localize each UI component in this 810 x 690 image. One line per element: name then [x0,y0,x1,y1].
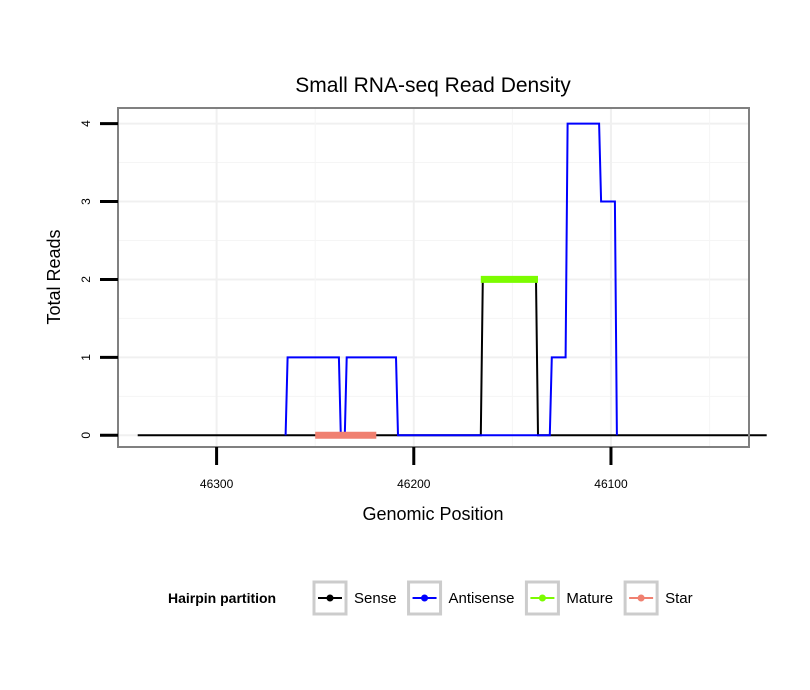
grid [118,108,749,447]
plot-border [117,107,750,448]
legend-label: Mature [566,590,613,607]
legend-label: Star [665,590,693,607]
y-tick-label: 4 [79,120,93,127]
x-tick-label: 46100 [594,477,628,491]
y-tick-label: 1 [79,354,93,361]
legend-item-antisense: Antisense [407,580,515,616]
legend-label: Antisense [449,590,515,607]
legend-item-mature: Mature [524,580,613,616]
legend-item-sense: Sense [312,580,397,616]
legend-key-dot [421,594,429,602]
x-tick-label: 46200 [397,477,431,491]
legend-key-dot [538,594,546,602]
x-tick-label: 46300 [200,477,234,491]
x-axis: 46300 46200 46100 [200,447,628,491]
plot-panel [118,108,749,447]
legend-key-dot [326,594,334,602]
y-tick-label: 2 [79,276,93,283]
series-antisense [284,122,618,437]
legend: Hairpin partition Sense Antisense Mature St… [168,580,693,616]
y-axis-title: Total Reads [44,229,64,324]
legend-item-star: Star [623,580,693,616]
y-tick-label: 3 [79,198,93,205]
legend-label: Sense [354,590,397,607]
chart-title: Small RNA-seq Read Density [295,74,571,97]
y-tick-label: 0 [79,432,93,439]
series-layer [137,122,767,439]
y-axis: 0 1 2 3 4 [79,120,118,439]
legend-key-dot [637,594,645,602]
legend-title: Hairpin partition [168,590,276,606]
x-axis-title: Genomic Position [362,504,503,524]
